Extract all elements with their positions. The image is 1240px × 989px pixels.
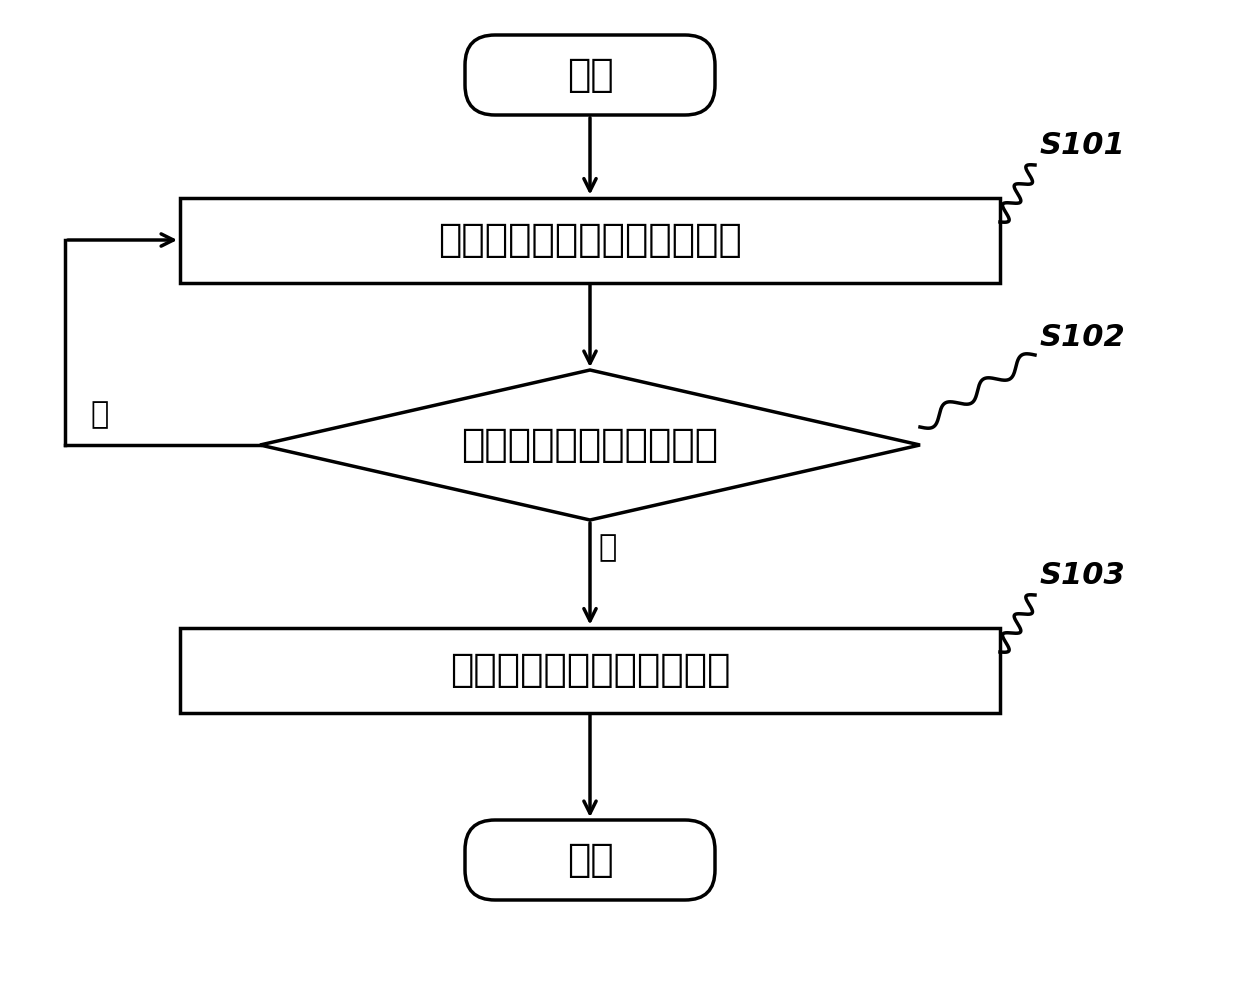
Polygon shape <box>260 370 920 520</box>
FancyBboxPatch shape <box>180 627 999 712</box>
FancyBboxPatch shape <box>465 820 715 900</box>
Text: 否: 否 <box>91 401 108 429</box>
Text: S101: S101 <box>1040 131 1126 159</box>
Text: 确定车辆当前及未来路况信息: 确定车辆当前及未来路况信息 <box>438 221 742 259</box>
Text: S102: S102 <box>1040 322 1126 351</box>
Text: 结束: 结束 <box>567 841 614 879</box>
Text: 是: 是 <box>599 533 618 563</box>
Text: 是否需要加大电池放电量: 是否需要加大电池放电量 <box>461 426 718 464</box>
Text: 提前对电池包进行冷却控制: 提前对电池包进行冷却控制 <box>450 651 730 689</box>
Text: S103: S103 <box>1040 561 1126 589</box>
Text: 开始: 开始 <box>567 56 614 94</box>
FancyBboxPatch shape <box>180 198 999 283</box>
FancyBboxPatch shape <box>465 35 715 115</box>
